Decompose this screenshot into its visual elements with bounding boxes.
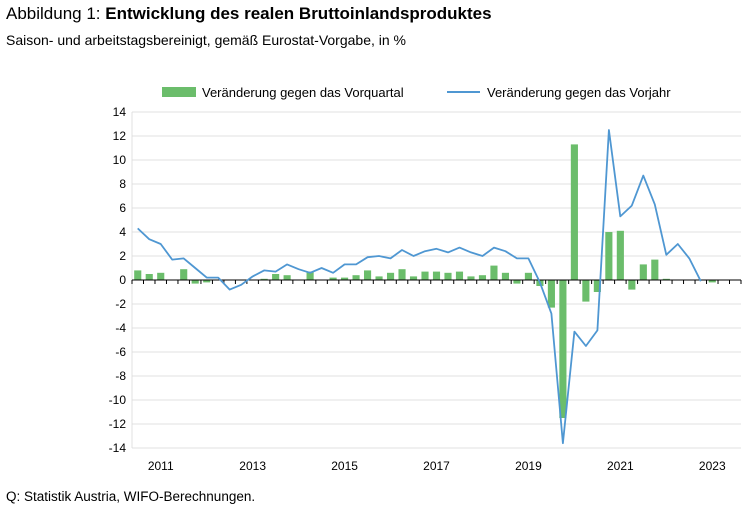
bar-quarter xyxy=(559,280,567,418)
bar-quarter xyxy=(375,276,383,280)
y-tick-label: 10 xyxy=(113,153,127,167)
grid-lines xyxy=(131,111,741,449)
bar-quarter xyxy=(501,272,510,280)
y-tick-label: -6 xyxy=(115,345,126,359)
bar-quarter xyxy=(605,232,613,280)
legend-swatch-quarterly xyxy=(162,87,196,97)
bar-quarter xyxy=(306,271,314,280)
y-tick-label: -12 xyxy=(109,417,127,431)
y-tick-label: 14 xyxy=(113,105,127,119)
axes: 14 12 10 8 6 4 2 0 -2 -4 -6 -8 -10 -12 -14 2011 2013 2015… xyxy=(109,105,742,473)
title-prefix: Abbildung 1: xyxy=(6,4,106,23)
y-tick-label: -8 xyxy=(115,369,126,383)
bar-quarter xyxy=(134,270,142,280)
bar-quarter xyxy=(582,280,590,302)
quarterly-bars xyxy=(134,144,716,418)
bar-quarter xyxy=(363,270,372,280)
y-tick-label: -4 xyxy=(115,321,126,335)
bar-quarter xyxy=(409,276,418,280)
bar-quarter xyxy=(662,278,670,280)
bar-quarter xyxy=(191,280,199,284)
y-tick-label: 0 xyxy=(119,273,126,287)
bar-quarter xyxy=(272,274,280,280)
y-tick-label: 2 xyxy=(119,249,126,263)
bar-quarter xyxy=(444,272,452,280)
bar-quarter xyxy=(513,280,521,284)
bar-quarter xyxy=(398,269,406,280)
y-tick-label: 6 xyxy=(119,201,126,215)
bar-quarter xyxy=(341,277,349,280)
legend-label-yearly: Veränderung gegen das Vorjahr xyxy=(487,85,671,100)
x-tick-label: 2013 xyxy=(239,459,266,473)
source-note: Q: Statistik Austria, WIFO-Berechnungen. xyxy=(6,489,256,504)
bar-quarter xyxy=(455,271,464,280)
bar-quarter xyxy=(421,271,429,280)
bar-quarter xyxy=(329,277,337,280)
bar-quarter xyxy=(490,265,498,280)
x-tick-label: 2019 xyxy=(515,459,542,473)
bar-quarter xyxy=(260,278,268,280)
bar-quarter xyxy=(570,144,578,280)
bar-quarter xyxy=(145,274,153,280)
bar-quarter xyxy=(467,276,475,280)
y-tick-label: 12 xyxy=(113,129,127,143)
bar-quarter xyxy=(639,264,647,280)
x-tick-label: 2023 xyxy=(699,459,726,473)
legend-label-quarterly: Veränderung gegen das Vorquartal xyxy=(202,85,404,100)
bar-quarter xyxy=(352,275,360,280)
chart-subtitle: Saison- und arbeitstagsbereinigt, gemäß … xyxy=(6,32,407,48)
yearly-line xyxy=(137,129,702,445)
y-tick-label: 4 xyxy=(119,225,126,239)
bar-quarter xyxy=(628,280,636,290)
bar-quarter xyxy=(180,269,188,280)
x-tick-label: 2011 xyxy=(148,459,174,473)
title-main: Entwicklung des realen Bruttoinlandsprod… xyxy=(105,4,492,23)
y-tick-label: 8 xyxy=(119,177,126,191)
y-tick-label: -10 xyxy=(109,393,127,407)
bar-quarter xyxy=(524,272,532,280)
bar-quarter xyxy=(593,280,601,292)
chart-title: Abbildung 1: Entwicklung des realen Brut… xyxy=(6,4,492,24)
x-tick-label: 2021 xyxy=(607,459,634,473)
y-tick-label: -2 xyxy=(115,297,126,311)
bar-quarter xyxy=(386,272,395,280)
x-tick-label: 2017 xyxy=(423,459,450,473)
bar-quarter xyxy=(651,259,659,280)
x-tick-label: 2015 xyxy=(331,459,358,473)
bar-quarter xyxy=(547,280,555,308)
bar-quarter xyxy=(432,271,441,280)
bar-quarter xyxy=(616,230,624,280)
line-yearly-change xyxy=(137,129,702,445)
bar-quarter xyxy=(203,280,211,283)
legend: Veränderung gegen das Vorquartal Veränder… xyxy=(162,85,671,100)
y-tick-label: -14 xyxy=(109,441,127,455)
bar-quarter xyxy=(283,275,291,280)
bar-quarter xyxy=(157,272,165,280)
bar-quarter xyxy=(708,280,716,283)
bar-quarter xyxy=(478,275,487,280)
